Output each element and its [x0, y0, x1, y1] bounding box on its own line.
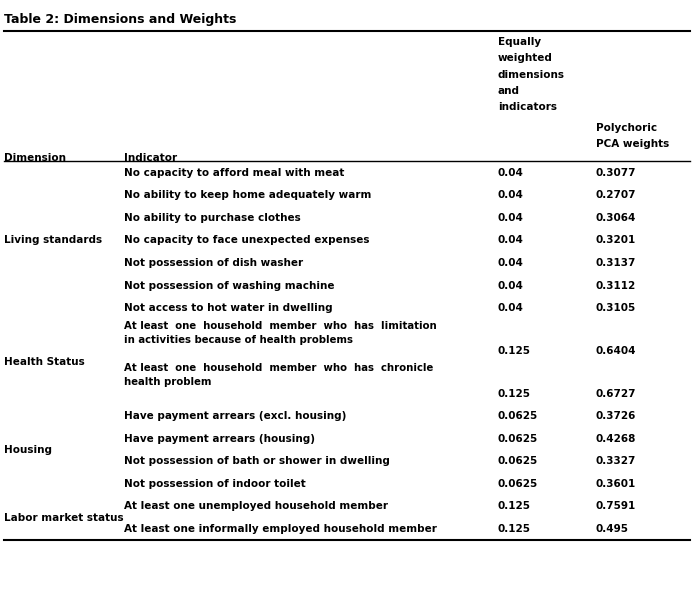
- Text: No ability to purchase clothes: No ability to purchase clothes: [124, 213, 301, 223]
- Text: 0.3327: 0.3327: [596, 456, 636, 467]
- Text: 0.125: 0.125: [498, 501, 531, 512]
- Text: 0.3601: 0.3601: [596, 479, 636, 489]
- Text: 0.04: 0.04: [498, 281, 524, 291]
- Text: Polychoric
PCA weights: Polychoric PCA weights: [596, 123, 669, 149]
- Text: Not possession of dish washer: Not possession of dish washer: [124, 258, 303, 268]
- Text: 0.3105: 0.3105: [596, 303, 636, 313]
- Text: Not access to hot water in dwelling: Not access to hot water in dwelling: [124, 303, 333, 313]
- Text: 0.3201: 0.3201: [596, 235, 636, 246]
- Text: 0.125: 0.125: [498, 389, 531, 399]
- Text: Not possession of washing machine: Not possession of washing machine: [124, 281, 335, 291]
- Text: At least one informally employed household member: At least one informally employed househo…: [124, 524, 437, 534]
- Text: No capacity to afford meal with meat: No capacity to afford meal with meat: [124, 168, 344, 178]
- Text: Living standards: Living standards: [4, 235, 102, 246]
- Text: 0.04: 0.04: [498, 235, 524, 246]
- Text: At least  one  household  member  who  has  chronicle
health problem: At least one household member who has ch…: [124, 364, 434, 387]
- Text: Not possession of bath or shower in dwelling: Not possession of bath or shower in dwel…: [124, 456, 390, 467]
- Text: 0.0625: 0.0625: [498, 479, 538, 489]
- Text: 0.04: 0.04: [498, 258, 524, 268]
- Text: 0.6404: 0.6404: [596, 346, 636, 356]
- Text: Dimension: Dimension: [4, 154, 66, 163]
- Text: At least one unemployed household member: At least one unemployed household member: [124, 501, 388, 512]
- Text: Have payment arrears (excl. housing): Have payment arrears (excl. housing): [124, 411, 346, 421]
- Text: No capacity to face unexpected expenses: No capacity to face unexpected expenses: [124, 235, 370, 246]
- Text: 0.3726: 0.3726: [596, 411, 636, 421]
- Text: 0.2707: 0.2707: [596, 190, 636, 200]
- Text: 0.4268: 0.4268: [596, 433, 636, 444]
- Text: 0.495: 0.495: [596, 524, 629, 534]
- Text: Not possession of indoor toilet: Not possession of indoor toilet: [124, 479, 306, 489]
- Text: 0.3112: 0.3112: [596, 281, 636, 291]
- Text: 0.3077: 0.3077: [596, 168, 636, 178]
- Text: Have payment arrears (housing): Have payment arrears (housing): [124, 433, 315, 444]
- Text: Labor market status: Labor market status: [4, 513, 124, 523]
- Text: No ability to keep home adequately warm: No ability to keep home adequately warm: [124, 190, 371, 200]
- Text: 0.125: 0.125: [498, 346, 531, 356]
- Text: 0.0625: 0.0625: [498, 411, 538, 421]
- Text: 0.04: 0.04: [498, 213, 524, 223]
- Text: 0.3137: 0.3137: [596, 258, 636, 268]
- Text: Housing: Housing: [4, 445, 52, 455]
- Text: Equally
weighted
dimensions
and
indicators: Equally weighted dimensions and indicato…: [498, 37, 565, 113]
- Text: 0.04: 0.04: [498, 303, 524, 313]
- Text: 0.6727: 0.6727: [596, 389, 636, 399]
- Text: At least  one  household  member  who  has  limitation
in activities because of : At least one household member who has li…: [124, 321, 437, 344]
- Text: 0.125: 0.125: [498, 524, 531, 534]
- Text: Health Status: Health Status: [4, 357, 85, 367]
- Text: Indicator: Indicator: [124, 154, 177, 163]
- Text: 0.3064: 0.3064: [596, 213, 636, 223]
- Text: 0.0625: 0.0625: [498, 433, 538, 444]
- Text: 0.7591: 0.7591: [596, 501, 636, 512]
- Text: 0.04: 0.04: [498, 168, 524, 178]
- Text: 0.04: 0.04: [498, 190, 524, 200]
- Text: Table 2: Dimensions and Weights: Table 2: Dimensions and Weights: [4, 13, 237, 26]
- Text: 0.0625: 0.0625: [498, 456, 538, 467]
